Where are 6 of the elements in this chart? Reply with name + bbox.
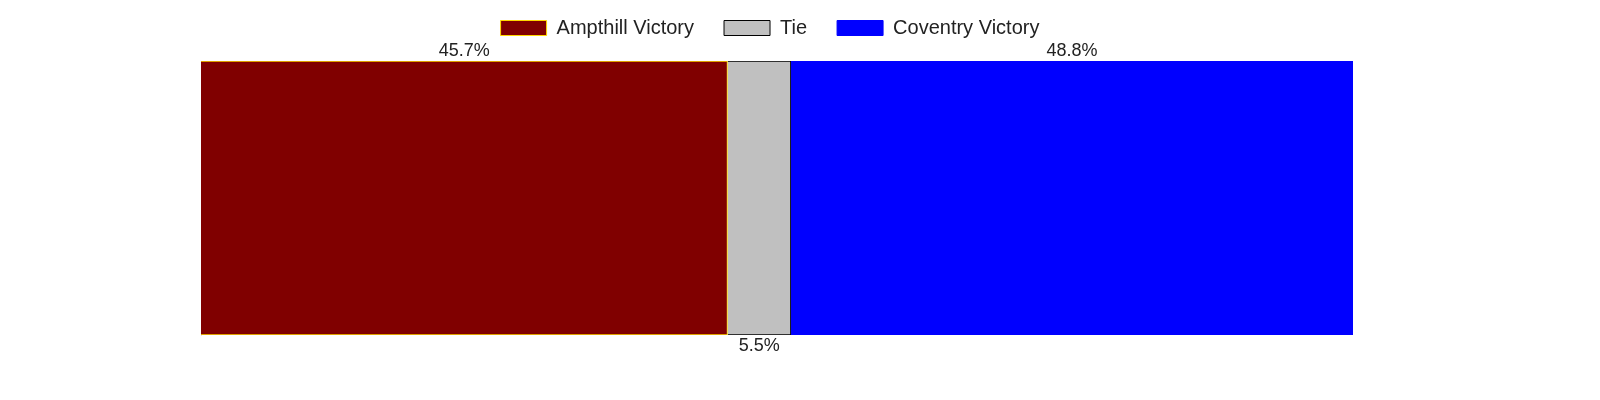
legend-label: Ampthill Victory (556, 15, 695, 38)
data-label: 45.7% (438, 39, 490, 60)
legend-label: Coventry Victory (893, 15, 1040, 38)
legend-label: Tie (780, 15, 808, 38)
data-label: 48.8% (1046, 39, 1098, 60)
data-label: 5.5% (738, 334, 780, 355)
